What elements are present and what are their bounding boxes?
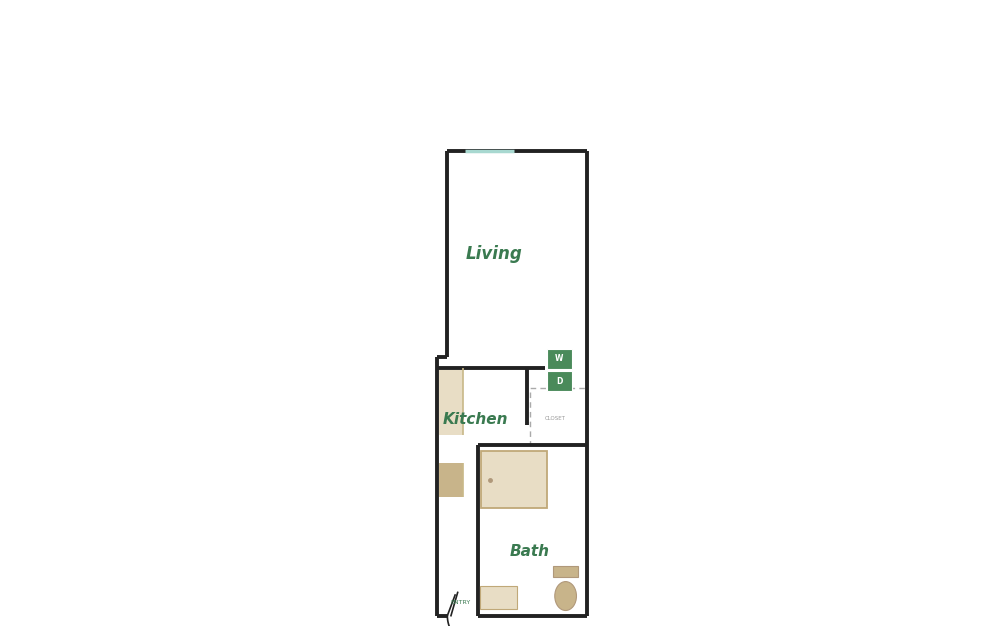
- Text: Please reach out to our leasing office for more information!: Please reach out to our leasing office f…: [137, 69, 861, 89]
- Bar: [480, 586, 517, 609]
- Bar: [438, 371, 463, 435]
- Bar: [481, 451, 547, 508]
- Bar: [553, 565, 578, 577]
- Text: Living: Living: [465, 245, 522, 263]
- Text: Kitchen: Kitchen: [443, 412, 509, 427]
- Bar: [530, 388, 587, 445]
- Bar: [438, 463, 463, 497]
- Text: This is a MFTE income qualified home.: This is a MFTE income qualified home.: [267, 28, 731, 48]
- Text: CLOSET: CLOSET: [544, 416, 565, 421]
- Text: D: D: [556, 377, 563, 386]
- Bar: [547, 371, 572, 391]
- Bar: [547, 349, 572, 369]
- Text: ENTRY: ENTRY: [450, 600, 470, 605]
- Text: W: W: [555, 354, 564, 364]
- Text: Bath: Bath: [510, 543, 550, 558]
- Ellipse shape: [555, 582, 577, 610]
